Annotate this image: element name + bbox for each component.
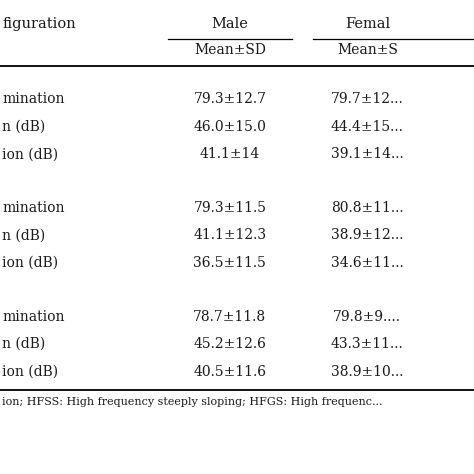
- Text: 79.8±9....: 79.8±9....: [333, 310, 401, 324]
- Text: Femal: Femal: [345, 17, 390, 31]
- Text: 79.7±12...: 79.7±12...: [331, 92, 404, 107]
- Text: 46.0±15.0: 46.0±15.0: [193, 120, 266, 134]
- Text: 40.5±11.6: 40.5±11.6: [193, 365, 266, 379]
- Text: 36.5±11.5: 36.5±11.5: [193, 256, 266, 270]
- Text: ion (dB): ion (dB): [2, 365, 58, 379]
- Text: 43.3±11...: 43.3±11...: [331, 337, 404, 351]
- Text: n (dB): n (dB): [2, 337, 46, 351]
- Text: ion (dB): ion (dB): [2, 147, 58, 162]
- Text: n (dB): n (dB): [2, 120, 46, 134]
- Text: mination: mination: [2, 201, 65, 215]
- Text: 38.9±12...: 38.9±12...: [331, 228, 403, 243]
- Text: 45.2±12.6: 45.2±12.6: [193, 337, 266, 351]
- Text: 34.6±11...: 34.6±11...: [331, 256, 404, 270]
- Text: 80.8±11...: 80.8±11...: [331, 201, 404, 215]
- Text: 79.3±11.5: 79.3±11.5: [193, 201, 266, 215]
- Text: n (dB): n (dB): [2, 228, 46, 243]
- Text: 38.9±10...: 38.9±10...: [331, 365, 403, 379]
- Text: Mean±SD: Mean±SD: [194, 43, 266, 57]
- Text: 44.4±15...: 44.4±15...: [331, 120, 404, 134]
- Text: ion (dB): ion (dB): [2, 256, 58, 270]
- Text: 39.1±14...: 39.1±14...: [331, 147, 404, 162]
- Text: mination: mination: [2, 92, 65, 107]
- Text: 78.7±11.8: 78.7±11.8: [193, 310, 266, 324]
- Text: ion; HFSS: High frequency steeply sloping; HFGS: High frequenc...: ion; HFSS: High frequency steeply slopin…: [2, 397, 383, 407]
- Text: Mean±S: Mean±S: [337, 43, 398, 57]
- Text: 41.1±12.3: 41.1±12.3: [193, 228, 266, 243]
- Text: Male: Male: [211, 17, 248, 31]
- Text: 79.3±12.7: 79.3±12.7: [193, 92, 266, 107]
- Text: figuration: figuration: [2, 17, 76, 31]
- Text: 41.1±14: 41.1±14: [200, 147, 260, 162]
- Text: mination: mination: [2, 310, 65, 324]
